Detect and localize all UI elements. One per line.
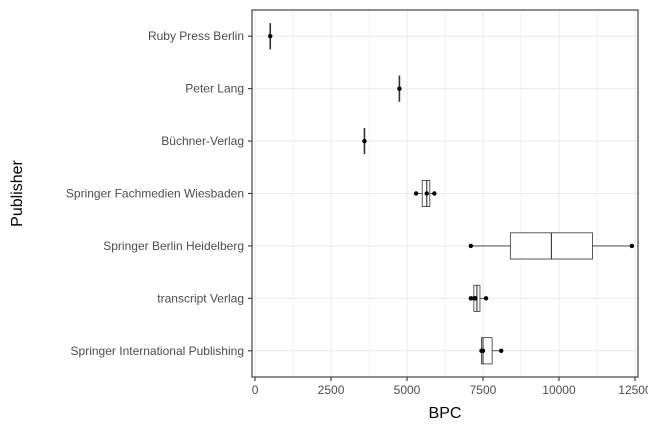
x-tick-label: 12500	[618, 383, 648, 397]
data-point	[432, 191, 437, 196]
y-tick-label: transcript Verlag	[157, 291, 244, 305]
data-point	[468, 296, 474, 301]
y-tick-label: Springer Berlin Heidelberg	[103, 239, 244, 253]
data-point	[473, 296, 478, 301]
y-axis-ticks: Ruby Press Berlin Peter Lang Büchner-Verla…	[66, 29, 252, 358]
y-tick-label: Springer International Publishing	[71, 344, 244, 358]
y-tick-label: Büchner-Verlag	[161, 134, 244, 148]
x-tick-label: 5000	[394, 383, 421, 397]
y-tick-label: Ruby Press Berlin	[148, 29, 244, 43]
data-point	[468, 243, 474, 249]
data-point	[397, 86, 402, 91]
x-tick-label: 10000	[542, 383, 576, 397]
x-tick-label: 7500	[470, 383, 497, 397]
y-tick-label: Peter Lang	[185, 82, 244, 96]
data-point	[413, 191, 419, 196]
data-points	[268, 34, 635, 353]
x-tick-label: 2500	[318, 383, 345, 397]
data-point	[483, 296, 489, 301]
box-4	[470, 232, 632, 260]
data-point	[480, 348, 486, 353]
y-axis-title: Publisher	[9, 159, 26, 226]
data-point	[362, 138, 367, 144]
major-gridlines	[252, 10, 638, 377]
data-point	[629, 243, 635, 249]
x-axis-ticks: 0 2500 5000 7500 10000 12500	[252, 377, 648, 397]
data-point	[424, 191, 429, 196]
x-tick-label: 0	[252, 383, 259, 397]
data-point	[499, 348, 504, 353]
data-point	[268, 34, 273, 39]
y-tick-label: Springer Fachmedien Wiesbaden	[66, 187, 244, 201]
x-axis-title: BPC	[429, 405, 462, 422]
